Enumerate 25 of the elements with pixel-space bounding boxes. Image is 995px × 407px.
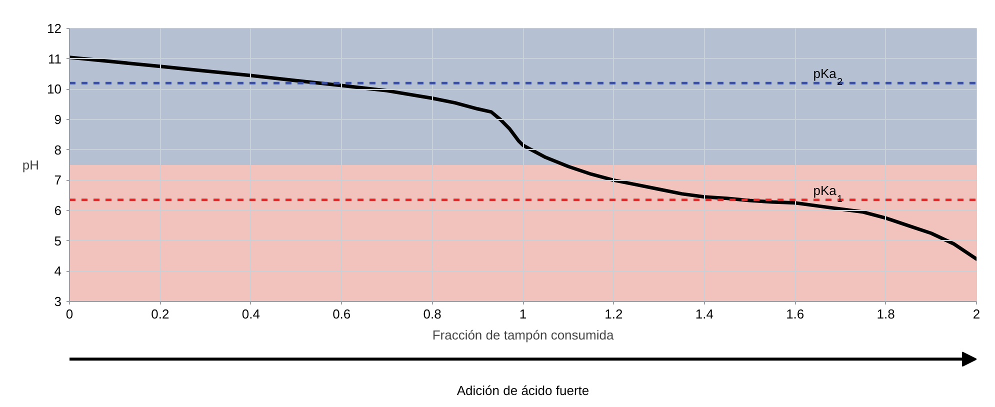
x-tick-label: 1.8 bbox=[876, 306, 895, 322]
x-tick-label: 0.8 bbox=[423, 306, 442, 322]
y-tick-label: 9 bbox=[54, 112, 62, 127]
y-tick-label: 6 bbox=[54, 203, 62, 218]
line-series bbox=[70, 56, 976, 261]
x-tick-label: 0.6 bbox=[332, 306, 351, 322]
y-tick-label: 12 bbox=[47, 21, 62, 36]
x-tick-label: 1.6 bbox=[786, 306, 804, 322]
x-tick-label: 1.4 bbox=[695, 306, 714, 322]
x-tick-label: 2 bbox=[972, 306, 980, 322]
x-tick-label: 0.4 bbox=[242, 306, 260, 322]
y-tick-label: 4 bbox=[54, 264, 62, 279]
y-tick-label: 8 bbox=[54, 142, 62, 158]
y-axis-title: pH bbox=[22, 158, 40, 172]
x-axis-title: Fracción de tampón consumida bbox=[432, 328, 614, 342]
text: Adición de ácido fuerte bbox=[456, 383, 590, 398]
x-tick-label: 0.2 bbox=[151, 306, 170, 322]
x-tick-label: 1.2 bbox=[604, 306, 623, 322]
y-tick-label: 10 bbox=[47, 82, 62, 97]
x-tick-label: 1 bbox=[519, 306, 527, 322]
y-tick-label: 5 bbox=[54, 233, 62, 248]
y-tick-label: 7 bbox=[54, 172, 62, 188]
y-tick-label: 11 bbox=[48, 51, 62, 66]
y-tick-label: 3 bbox=[54, 294, 62, 309]
x-tick-label: 0 bbox=[66, 306, 74, 322]
